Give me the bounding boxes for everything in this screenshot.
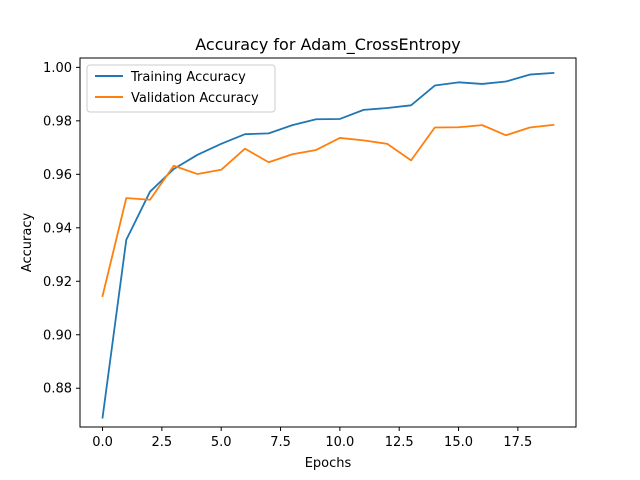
plot-lines bbox=[101, 72, 555, 419]
y-tick-label: 0.96 bbox=[43, 168, 72, 183]
x-tick-label: 12.5 bbox=[385, 435, 414, 450]
y-tick-label: 0.88 bbox=[43, 382, 72, 397]
y-axis-label: Accuracy bbox=[20, 213, 35, 273]
legend-label-validation: Validation Accuracy bbox=[131, 91, 259, 106]
x-tick-label: 5.0 bbox=[211, 435, 232, 450]
y-tick-label: 1.00 bbox=[43, 61, 72, 76]
x-tick-label: 10.0 bbox=[325, 435, 354, 450]
x-tick-label: 17.5 bbox=[503, 435, 532, 450]
x-axis-label: Epochs bbox=[305, 456, 352, 471]
series-line-training-accuracy bbox=[101, 72, 555, 419]
legend-label-training: Training Accuracy bbox=[130, 70, 246, 85]
x-tick-label: 2.5 bbox=[152, 435, 173, 450]
chart-title: Accuracy for Adam_CrossEntropy bbox=[195, 35, 460, 55]
series-line-validation-accuracy bbox=[101, 123, 555, 298]
y-axis: 0.88 0.90 0.92 0.94 0.96 0.98 1.00 bbox=[43, 61, 80, 397]
x-tick-label: 15.0 bbox=[444, 435, 473, 450]
x-tick-label: 7.5 bbox=[270, 435, 291, 450]
x-tick-label: 0.0 bbox=[92, 435, 113, 450]
y-tick-label: 0.94 bbox=[43, 221, 72, 236]
y-tick-label: 0.92 bbox=[43, 275, 72, 290]
plot-frame bbox=[79, 57, 577, 428]
x-axis: 0.0 2.5 5.0 7.5 10.0 12.5 15.0 17.5 bbox=[92, 427, 532, 450]
y-tick-label: 0.98 bbox=[43, 114, 72, 129]
legend-box bbox=[86, 64, 276, 113]
legend: Training Accuracy Validation Accuracy bbox=[86, 64, 276, 113]
y-tick-label: 0.90 bbox=[43, 328, 72, 343]
